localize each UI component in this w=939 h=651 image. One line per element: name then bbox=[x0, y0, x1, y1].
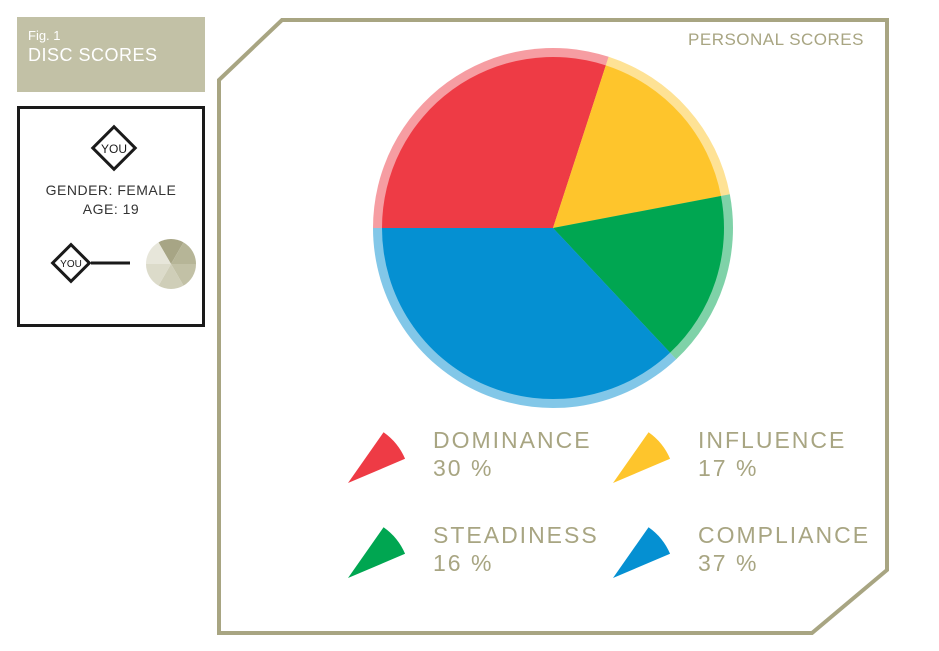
legend-value: 30 % bbox=[433, 455, 494, 481]
legend-label: COMPLIANCE bbox=[698, 522, 871, 548]
legend-steadiness: STEADINESS 16 % bbox=[433, 521, 599, 577]
legend-label: DOMINANCE bbox=[433, 427, 592, 453]
profile-graphics: YOU YOU bbox=[50, 124, 196, 289]
pie-chart bbox=[373, 48, 733, 408]
figure-label: Fig. 1 DISC SCORES bbox=[17, 17, 205, 92]
legend-dominance: DOMINANCE 30 % bbox=[433, 426, 592, 482]
steadiness-wedge-icon bbox=[348, 527, 406, 578]
legend-value: 16 % bbox=[433, 550, 494, 576]
legend-influence: INFLUENCE 17 % bbox=[698, 426, 846, 482]
legend-value: 37 % bbox=[698, 550, 759, 576]
legend-compliance: COMPLIANCE 37 % bbox=[698, 521, 870, 577]
mini-pie-segment bbox=[171, 242, 196, 264]
pie-slice-dominance bbox=[382, 57, 606, 228]
small-you-badge-icon: YOU bbox=[50, 242, 92, 284]
compliance-wedge-icon bbox=[613, 527, 671, 578]
legend-value: 17 % bbox=[698, 455, 759, 481]
gender-text: GENDER: FEMALE bbox=[45, 182, 177, 198]
legend-label: INFLUENCE bbox=[698, 427, 847, 453]
profile-card: YOU YOU GENDER: FEMALE AGE: 19 bbox=[17, 106, 205, 327]
mini-pie-segment bbox=[146, 264, 171, 286]
influence-wedge-icon bbox=[613, 432, 671, 483]
panel-label: PERSONAL SCORES bbox=[688, 30, 864, 49]
age-text: AGE: 19 bbox=[82, 201, 140, 217]
small-you-badge-label: YOU bbox=[60, 259, 82, 270]
figure-number: Fig. 1 bbox=[28, 28, 61, 43]
dominance-wedge-icon bbox=[348, 432, 406, 483]
you-badge-icon: YOU bbox=[90, 124, 138, 172]
profile-info: GENDER: FEMALE AGE: 19 bbox=[20, 181, 202, 219]
pie-slice-steadiness bbox=[553, 195, 724, 353]
you-badge-label: YOU bbox=[101, 142, 127, 156]
mini-pie-segment bbox=[171, 264, 196, 286]
mini-pie-icon bbox=[146, 239, 196, 289]
mini-pie-segment bbox=[158, 264, 184, 289]
mini-pie-segment bbox=[158, 239, 184, 264]
figure-title: DISC SCORES bbox=[28, 45, 158, 65]
pie-slice-influence bbox=[553, 65, 721, 229]
mini-pie-segment bbox=[146, 242, 171, 264]
legend-label: STEADINESS bbox=[433, 522, 599, 548]
pie-slice-compliance bbox=[382, 228, 671, 399]
legend-icons bbox=[348, 432, 671, 578]
